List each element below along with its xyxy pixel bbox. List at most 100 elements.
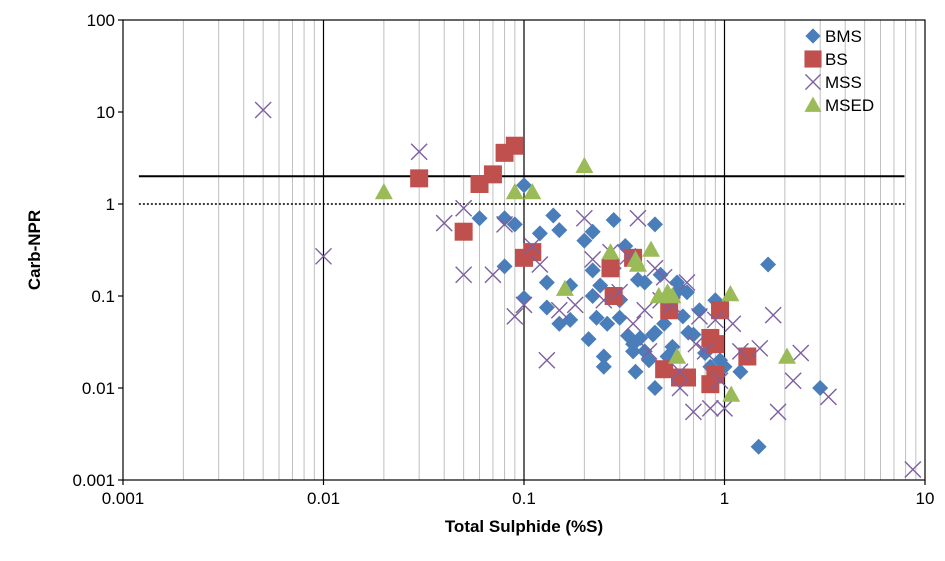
data-point-bms bbox=[496, 258, 513, 275]
data-point-mss bbox=[731, 342, 749, 360]
data-point-mss bbox=[629, 209, 647, 227]
data-point-mss bbox=[636, 301, 654, 319]
legend-marker bbox=[804, 96, 822, 112]
series-mss bbox=[254, 101, 922, 479]
data-point-msed bbox=[601, 243, 620, 260]
y-tick-label: 10 bbox=[96, 103, 115, 122]
y-tick-label: 0.001 bbox=[72, 471, 115, 490]
data-point-mss bbox=[595, 291, 613, 309]
data-point-bs bbox=[483, 165, 502, 184]
x-tick-label: 0.1 bbox=[512, 489, 536, 508]
data-point-mss bbox=[515, 296, 533, 314]
data-point-bms bbox=[576, 232, 593, 249]
data-point-bms bbox=[562, 311, 579, 328]
data-point-mss bbox=[254, 101, 272, 119]
data-point-bms bbox=[750, 438, 767, 455]
data-point-mss bbox=[769, 403, 787, 421]
data-point-mss bbox=[566, 296, 584, 314]
x-tick-label: 1 bbox=[720, 489, 729, 508]
data-point-bms bbox=[516, 177, 532, 194]
tick-labels: 0.001 0.01 0.1 1 10 100 0.001 0.01 0.1 1 10 bbox=[72, 11, 934, 508]
data-point-mss bbox=[724, 315, 742, 333]
data-point-msed bbox=[721, 285, 740, 302]
data-point-mss bbox=[687, 335, 705, 353]
data-point-bms bbox=[646, 216, 663, 233]
data-point-mss bbox=[751, 339, 769, 357]
data-point-msed bbox=[663, 287, 682, 304]
plot-area-frame bbox=[122, 19, 926, 481]
data-point-bms bbox=[674, 308, 691, 325]
legend-marker-msed bbox=[804, 96, 822, 112]
data-point-bs bbox=[523, 243, 542, 262]
data-point-bms bbox=[625, 336, 642, 353]
data-point-bms bbox=[584, 288, 601, 304]
data-point-msed bbox=[505, 183, 524, 200]
data-point-mss bbox=[784, 372, 802, 390]
data-point-mss bbox=[711, 372, 729, 390]
data-point-mss bbox=[523, 237, 541, 255]
reference-lines bbox=[138, 175, 905, 205]
data-point-mss bbox=[671, 379, 689, 397]
data-point-mss bbox=[696, 342, 714, 360]
series-bs bbox=[410, 136, 757, 394]
data-point-bms bbox=[656, 315, 673, 332]
y-tick-label: 100 bbox=[87, 11, 115, 30]
y-tick-label: 0.01 bbox=[82, 379, 115, 398]
legend-marker-bs bbox=[804, 50, 822, 68]
x-tick-label: 0.001 bbox=[102, 489, 145, 508]
data-point-mss bbox=[716, 399, 733, 417]
data-point-mss bbox=[690, 307, 708, 325]
data-point-bs bbox=[677, 368, 696, 387]
data-point-mss bbox=[655, 268, 673, 286]
data-point-mss bbox=[538, 351, 556, 369]
data-point-mss bbox=[531, 256, 549, 273]
data-point-bms bbox=[592, 277, 609, 294]
data-point-bs bbox=[410, 169, 429, 188]
data-point-mss bbox=[455, 266, 473, 284]
legend-label: BMS bbox=[825, 27, 862, 46]
data-point-mss bbox=[701, 399, 719, 417]
data-point-msed bbox=[523, 183, 542, 200]
data-point-mss bbox=[496, 215, 514, 233]
legend-marker bbox=[804, 50, 822, 68]
data-point-bms bbox=[580, 331, 597, 348]
legend-item-msed: MSED bbox=[804, 96, 874, 115]
data-point-bms bbox=[584, 262, 601, 279]
legend-item-mss: MSS bbox=[804, 73, 862, 92]
legend-label: BS bbox=[825, 50, 848, 69]
data-point-bs bbox=[660, 301, 679, 320]
data-point-msed bbox=[722, 385, 741, 402]
data-point-bs bbox=[706, 365, 725, 384]
legend-marker bbox=[804, 73, 822, 91]
data-point-bms bbox=[760, 256, 777, 273]
data-point-bms bbox=[516, 290, 532, 307]
data-point-bs bbox=[505, 136, 524, 155]
data-point-mss bbox=[819, 388, 837, 406]
data-point-bms bbox=[538, 299, 555, 316]
data-point-bs bbox=[601, 259, 620, 278]
data-point-msed bbox=[642, 240, 661, 257]
data-point-bms bbox=[732, 363, 749, 380]
data-point-bms bbox=[605, 212, 622, 229]
data-point-bms bbox=[611, 309, 628, 326]
data-point-mss bbox=[484, 266, 502, 284]
data-point-mss bbox=[550, 301, 568, 319]
data-point-mss bbox=[435, 214, 453, 232]
legend: BMS BS MSS MSED bbox=[804, 27, 874, 115]
legend-item-bs: BS bbox=[804, 50, 848, 69]
legend-marker-mss bbox=[804, 73, 822, 91]
data-point-bms bbox=[685, 326, 702, 343]
data-point-bms bbox=[627, 363, 644, 380]
data-point-bms bbox=[584, 223, 601, 240]
y-tick-label: 0.1 bbox=[91, 287, 115, 306]
y-tick-label: 1 bbox=[106, 195, 115, 214]
data-point-mss bbox=[575, 209, 593, 227]
data-point-mss bbox=[640, 342, 658, 360]
data-point-msed bbox=[575, 156, 594, 174]
legend-label: MSS bbox=[825, 73, 862, 92]
data-point-bms bbox=[595, 348, 612, 365]
data-point-bs bbox=[711, 301, 730, 320]
data-point-bs bbox=[454, 222, 473, 241]
data-point-bms bbox=[588, 309, 605, 326]
